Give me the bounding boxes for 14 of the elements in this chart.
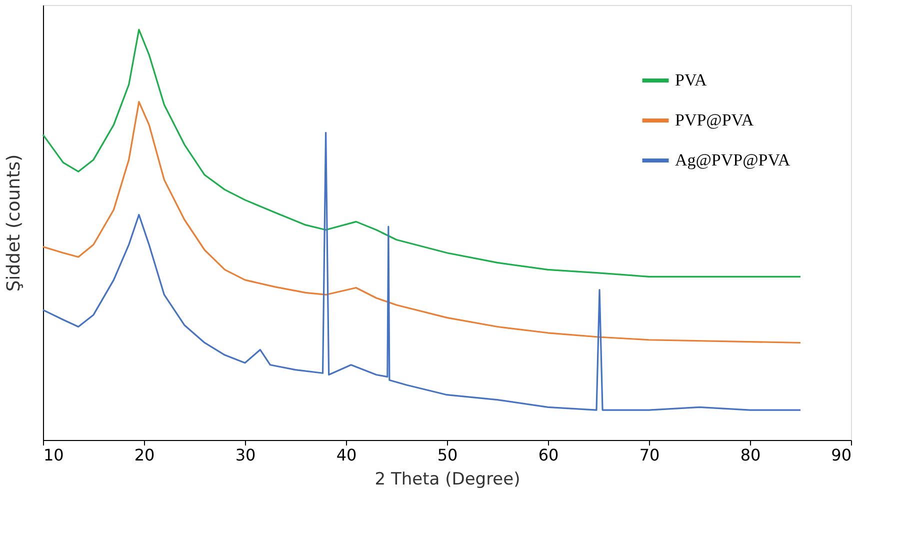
x-tick-label: 10	[44, 446, 64, 464]
x-tick-label: 80	[740, 446, 761, 464]
x-tick-label: 50	[437, 446, 458, 464]
x-tick-label: 20	[134, 446, 155, 464]
x-axis-title: 2 Theta (Degree)	[374, 470, 520, 490]
x-tick-label: 30	[235, 446, 256, 464]
y-axis-title: Şiddet (counts)	[4, 154, 24, 292]
legend-label: PVA	[675, 70, 708, 90]
x-tick-label: 60	[538, 446, 559, 464]
x-tick-label: 40	[336, 446, 357, 464]
x-tick-label: 70	[639, 446, 660, 464]
legend-label: Ag@PVP@PVA	[675, 150, 791, 170]
x-tick-label: 90	[831, 446, 852, 464]
legend-label: PVP@PVA	[675, 110, 754, 130]
